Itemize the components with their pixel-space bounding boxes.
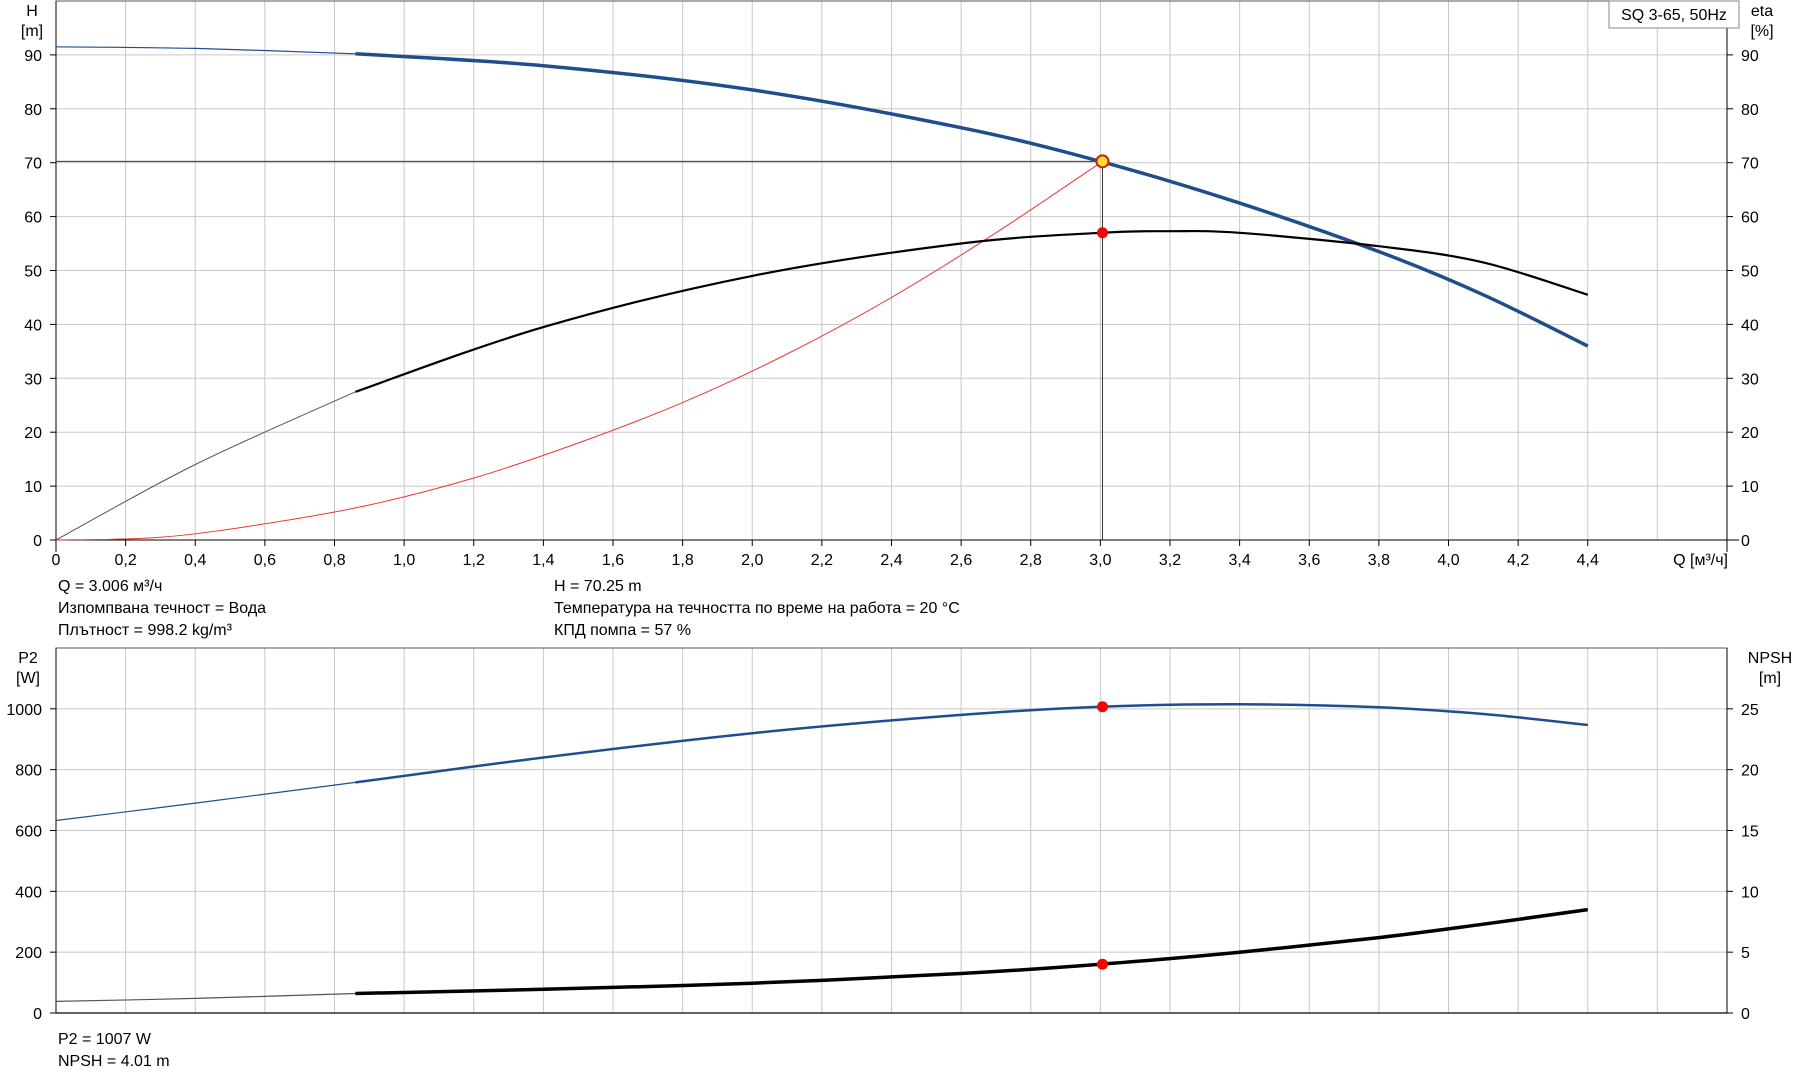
- x-tick-label: 3,2: [1159, 552, 1181, 569]
- series-p2-thin: [55, 781, 356, 822]
- x-tick-label: 1,4: [532, 552, 554, 569]
- info-density: Плътност = 998.2 kg/m³: [58, 622, 232, 639]
- info-head: H = 70.25 m: [554, 578, 642, 595]
- x-tick-label: 0: [52, 552, 61, 569]
- y-tick-label-left: 800: [15, 763, 42, 780]
- x-tick-label: 2,8: [1020, 552, 1042, 569]
- y-axis-label-right-name: NPSH: [1748, 650, 1792, 667]
- series-system-curve: [55, 160, 1103, 541]
- info-efficiency: КПД помпа = 57 %: [554, 622, 691, 639]
- info-flow: Q = 3.006 м³/ч: [58, 578, 163, 595]
- y-tick-label-right: 15: [1741, 824, 1759, 841]
- x-tick-label: 2,2: [811, 552, 833, 569]
- series-npsh-thin: [55, 992, 356, 1002]
- x-tick-label: 2,6: [950, 552, 972, 569]
- eta-operating-marker: [1096, 227, 1108, 239]
- info-power: P2 = 1007 W: [58, 1031, 151, 1048]
- y-axis-label-left-unit: [m]: [21, 23, 43, 40]
- y-axis-label-right-unit: [%]: [1750, 23, 1773, 40]
- series-head: [355, 52, 1589, 348]
- y-tick-label-left: 90: [24, 48, 42, 65]
- y-axis-label-left-name: P2: [18, 650, 38, 667]
- y-axis-label-right-name: eta: [1751, 3, 1773, 20]
- x-tick-label: 1,2: [463, 552, 485, 569]
- y-tick-label-left: 600: [15, 824, 42, 841]
- legend-label: SQ 3-65, 50Hz: [1621, 7, 1727, 24]
- y-tick-label-left: 60: [24, 210, 42, 227]
- npsh-operating-marker: [1096, 958, 1108, 970]
- y-tick-label-left: 70: [24, 156, 42, 173]
- y-tick-label-left: 30: [24, 371, 42, 388]
- y-tick-label-right: 20: [1741, 425, 1759, 442]
- info-temperature: Температура на течността по време на раб…: [554, 600, 960, 617]
- x-axis-label: Q [м³/ч]: [1673, 552, 1728, 569]
- series-eta: [355, 229, 1589, 393]
- y-axis-label-left-unit: [W]: [16, 670, 40, 687]
- legend-box: [1608, 0, 1740, 29]
- y-tick-label-right: 0: [1741, 533, 1750, 550]
- y-tick-label-right: 25: [1741, 702, 1759, 719]
- y-tick-label-right: 0: [1741, 1006, 1750, 1023]
- y-tick-label-right: 60: [1741, 210, 1759, 227]
- x-tick-label: 4,2: [1507, 552, 1529, 569]
- x-tick-label: 3,4: [1229, 552, 1251, 569]
- y-tick-label-left: 1000: [6, 702, 42, 719]
- x-tick-label: 0,8: [323, 552, 345, 569]
- info-npsh: NPSH = 4.01 m: [58, 1053, 170, 1070]
- x-tick-label: 0,6: [254, 552, 276, 569]
- x-tick-label: 2,0: [741, 552, 763, 569]
- y-tick-label-left: 400: [15, 884, 42, 901]
- y-tick-label-left: 200: [15, 945, 42, 962]
- y-tick-label-left: 80: [24, 102, 42, 119]
- y-tick-label-right: 80: [1741, 102, 1759, 119]
- y-tick-label-right: 70: [1741, 156, 1759, 173]
- y-tick-label-left: 20: [24, 425, 42, 442]
- x-tick-label: 0,4: [184, 552, 206, 569]
- p2-operating-marker: [1096, 701, 1108, 713]
- y-tick-label-right: 20: [1741, 763, 1759, 780]
- x-tick-label: 3,8: [1368, 552, 1390, 569]
- y-tick-label-right: 90: [1741, 48, 1759, 65]
- series-p2: [355, 703, 1588, 784]
- duty-point-marker: [1095, 154, 1110, 169]
- y-tick-label-left: 40: [24, 317, 42, 334]
- y-tick-label-left: 10: [24, 479, 42, 496]
- y-axis-label-right-unit: [m]: [1759, 670, 1781, 687]
- x-tick-label: 4,0: [1437, 552, 1459, 569]
- x-tick-label: 1,0: [393, 552, 415, 569]
- series-head-thin: [55, 46, 356, 55]
- series-eta-thin: [55, 391, 356, 541]
- y-tick-label-right: 30: [1741, 371, 1759, 388]
- y-tick-label-right: 40: [1741, 317, 1759, 334]
- x-tick-label: 1,6: [602, 552, 624, 569]
- x-tick-label: 1,8: [672, 552, 694, 569]
- y-tick-label-left: 0: [33, 1006, 42, 1023]
- y-tick-label-right: 10: [1741, 884, 1759, 901]
- series-npsh: [355, 907, 1589, 996]
- y-tick-label-right: 50: [1741, 264, 1759, 281]
- x-tick-label: 4,4: [1577, 552, 1599, 569]
- x-tick-label: 3,0: [1089, 552, 1111, 569]
- y-tick-label-right: 10: [1741, 479, 1759, 496]
- y-axis-label-left-name: H: [26, 3, 38, 20]
- x-tick-label: 0,2: [115, 552, 137, 569]
- x-tick-label: 2,4: [880, 552, 902, 569]
- x-tick-label: 3,6: [1298, 552, 1320, 569]
- y-tick-label-left: 50: [24, 264, 42, 281]
- y-tick-label-right: 5: [1741, 945, 1750, 962]
- y-tick-label-left: 0: [33, 533, 42, 550]
- info-liquid: Изпомпвана течност = Вода: [58, 600, 267, 617]
